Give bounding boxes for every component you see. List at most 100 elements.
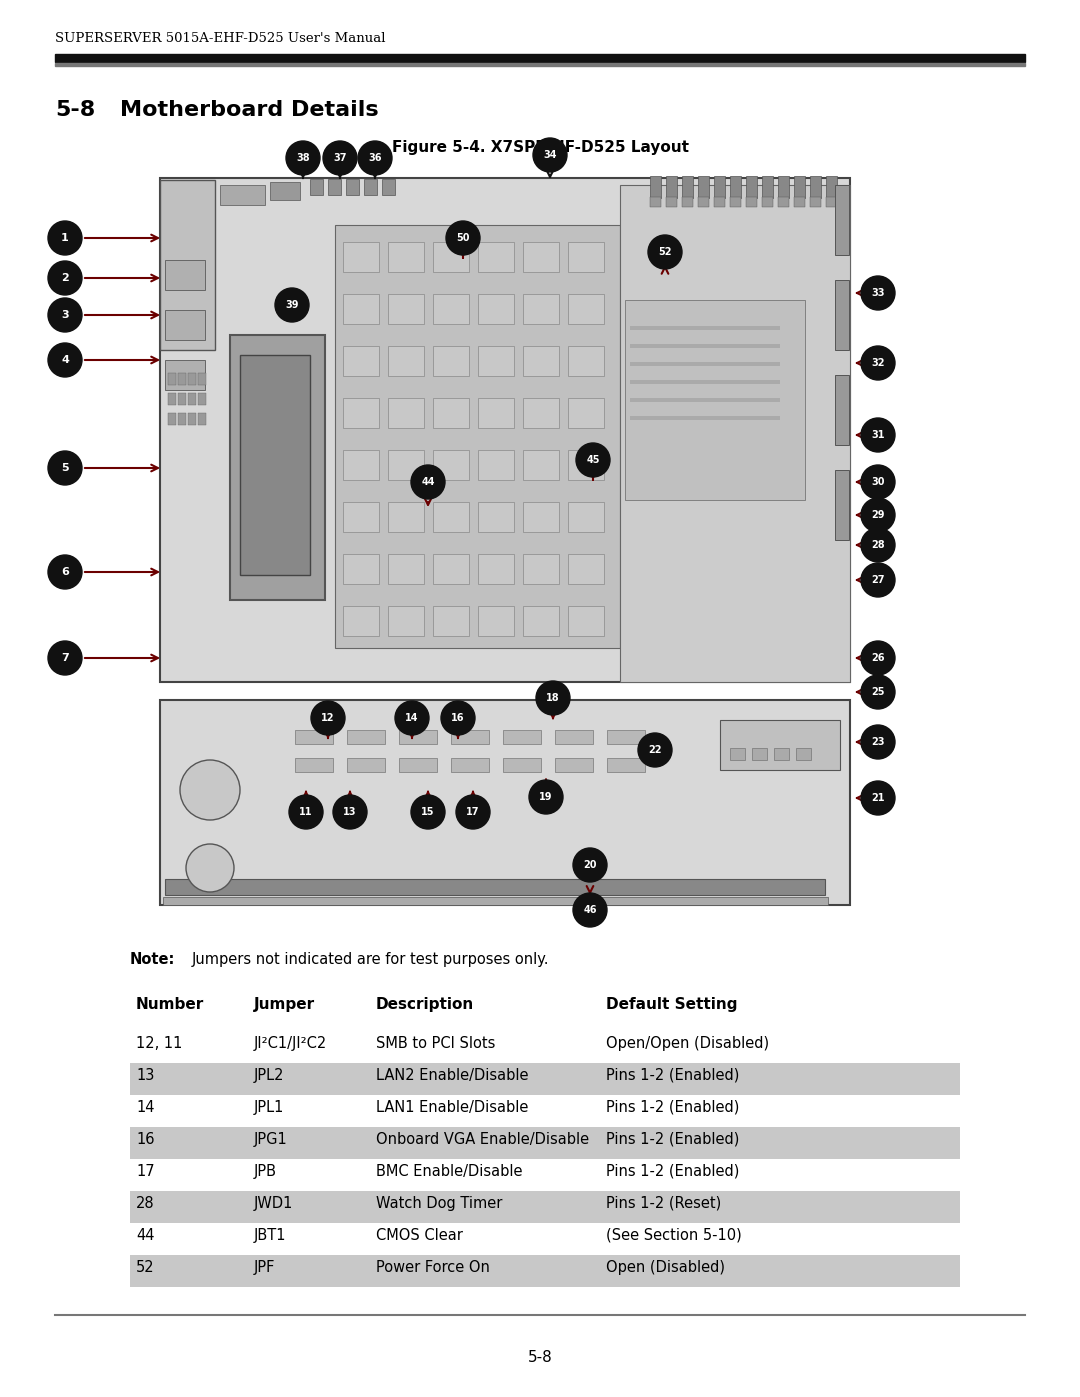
Circle shape [861,725,895,759]
Bar [343,502,379,532]
Bar [388,346,424,376]
Bar [478,346,514,376]
Bar [188,393,195,405]
Text: Power Force On: Power Force On [376,1260,490,1275]
Text: Note:: Note: [130,951,175,967]
Text: 2: 2 [62,272,69,284]
Bar [165,260,205,291]
Circle shape [48,451,82,485]
Text: 28: 28 [136,1196,154,1211]
Text: Jumpers not indicated are for test purposes only.: Jumpers not indicated are for test purpo… [192,951,550,967]
Bar [270,182,300,200]
Bar [714,176,725,198]
Circle shape [186,844,234,893]
Text: SUPERSERVER 5015A-EHF-D525 User's Manual: SUPERSERVER 5015A-EHF-D525 User's Manual [55,32,386,45]
Bar [451,759,489,773]
Bar [714,197,725,207]
Text: 12, 11: 12, 11 [136,1037,183,1051]
Bar [343,606,379,636]
Bar [666,176,677,198]
Bar [568,293,604,324]
Bar [168,373,176,386]
Text: LAN2 Enable/Disable: LAN2 Enable/Disable [376,1067,528,1083]
Bar [55,63,1025,66]
Bar [568,555,604,584]
Text: JPL1: JPL1 [254,1099,284,1115]
Bar [388,502,424,532]
Bar [130,1222,960,1255]
Bar [343,293,379,324]
Bar [568,346,604,376]
Circle shape [275,288,309,321]
Bar [826,197,837,207]
Bar [523,606,559,636]
Circle shape [323,141,357,175]
Bar [130,1063,960,1095]
Text: JPG1: JPG1 [254,1132,287,1147]
Bar [478,293,514,324]
Circle shape [48,298,82,332]
Text: 52: 52 [658,247,672,257]
Text: 31: 31 [872,430,885,440]
Bar [630,416,780,420]
Bar [666,197,677,207]
Bar [388,242,424,272]
Bar [343,555,379,584]
Bar [568,398,604,427]
Bar [607,759,645,773]
Bar [343,346,379,376]
Bar [364,179,377,196]
Circle shape [411,465,445,499]
Bar [681,176,693,198]
Bar [568,502,604,532]
Text: 15: 15 [421,807,435,817]
Bar [198,373,206,386]
Bar [188,414,195,425]
Bar [295,731,333,745]
Text: 44: 44 [421,476,435,488]
Bar [165,310,205,339]
Bar [168,393,176,405]
Text: CMOS Clear: CMOS Clear [376,1228,463,1243]
Circle shape [861,418,895,453]
Bar [746,197,757,207]
Bar [55,54,1025,61]
Text: LAN1 Enable/Disable: LAN1 Enable/Disable [376,1099,528,1115]
Bar [478,450,514,481]
Circle shape [861,528,895,562]
Bar [630,344,780,348]
Text: 21: 21 [872,793,885,803]
Circle shape [456,795,490,828]
Bar [230,335,325,599]
Circle shape [48,344,82,377]
Bar [347,759,384,773]
Text: 3: 3 [62,310,69,320]
Bar [388,606,424,636]
Text: 36: 36 [368,154,381,163]
Bar [762,176,773,198]
Text: SMB to PCI Slots: SMB to PCI Slots [376,1037,496,1051]
Bar [778,176,789,198]
Bar [810,176,821,198]
Text: JPF: JPF [254,1260,275,1275]
Circle shape [861,465,895,499]
Bar [399,731,437,745]
Text: 19: 19 [539,792,553,802]
Bar [568,450,604,481]
Text: Default Setting: Default Setting [606,997,738,1011]
Text: Pins 1-2 (Enabled): Pins 1-2 (Enabled) [606,1164,740,1179]
Bar [796,747,811,760]
Bar [335,225,620,648]
Bar [620,184,850,682]
Circle shape [861,346,895,380]
Text: 12: 12 [321,712,335,724]
Circle shape [311,701,345,735]
Bar [503,731,541,745]
Bar [794,176,805,198]
Bar [730,176,741,198]
Bar [388,555,424,584]
Text: 45: 45 [586,455,599,465]
Text: 7: 7 [62,652,69,664]
Bar [720,719,840,770]
Text: 5-8: 5-8 [55,101,95,120]
